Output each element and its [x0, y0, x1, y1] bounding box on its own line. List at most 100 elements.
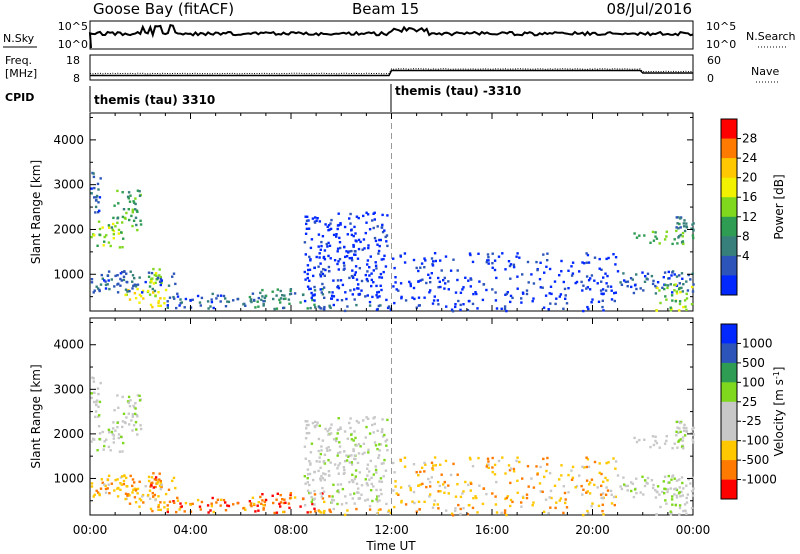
range-gate-cell — [149, 278, 153, 281]
x-tick-label: 00:00 — [73, 523, 108, 537]
range-gate-cell — [125, 211, 128, 215]
range-gate-cell — [372, 226, 375, 230]
range-gate-cell — [94, 205, 98, 209]
range-gate-cell — [683, 423, 686, 427]
range-gate-cell — [103, 440, 106, 443]
range-gate-cell — [212, 306, 215, 310]
range-gate-cell — [511, 296, 514, 300]
range-gate-cell — [495, 307, 499, 310]
range-gate-cell — [633, 284, 637, 287]
range-gate-cell — [324, 427, 327, 431]
range-gate-cell — [649, 241, 652, 244]
range-gate-cell — [412, 490, 416, 494]
range-gate-cell — [612, 253, 615, 256]
range-gate-cell — [116, 291, 120, 294]
range-gate-cell — [681, 494, 684, 497]
range-gate-cell — [447, 484, 450, 487]
range-gate-cell — [331, 495, 334, 498]
range-gate-cell — [93, 196, 96, 199]
range-gate-cell — [585, 491, 588, 494]
range-gate-cell — [581, 493, 584, 496]
range-gate-cell — [338, 462, 342, 465]
range-gate-cell — [113, 204, 116, 207]
range-gate-cell — [327, 270, 331, 273]
range-gate-cell — [630, 285, 633, 289]
range-gate-cell — [387, 305, 391, 308]
range-gate-cell — [623, 279, 626, 282]
range-gate-cell — [314, 216, 317, 219]
range-gate-cell — [605, 257, 608, 261]
range-gate-cell — [494, 299, 498, 302]
range-gate-cell — [354, 436, 357, 440]
range-gate-cell — [366, 417, 370, 420]
range-gate-cell — [614, 460, 618, 463]
range-gate-cell — [571, 261, 575, 264]
range-gate-cell — [626, 285, 629, 288]
range-gate-cell — [651, 282, 655, 286]
range-gate-cell — [507, 260, 511, 263]
range-gate-cell — [375, 498, 378, 501]
range-gate-cell — [134, 216, 138, 219]
range-gate-cell — [639, 287, 642, 290]
range-gate-cell — [447, 492, 450, 495]
range-gate-cell — [370, 284, 373, 288]
range-gate-cell — [545, 469, 548, 473]
range-gate-cell — [147, 289, 150, 293]
range-gate-cell — [677, 420, 680, 424]
range-gate-cell — [131, 211, 134, 214]
range-gate-cell — [670, 478, 673, 481]
range-gate-cell — [303, 475, 306, 478]
time-axis: 00:00 04:00 08:00 12:00 16:00 20:00 00:00 — [73, 523, 711, 537]
range-gate-cell — [281, 294, 284, 297]
range-gate-cell — [167, 284, 171, 287]
range-gate-cell — [124, 288, 128, 291]
range-gate-cell — [601, 292, 605, 296]
range-gate-cell — [127, 395, 131, 399]
range-gate-cell — [306, 481, 309, 484]
range-gate-cell — [585, 275, 589, 278]
range-gate-cell — [176, 496, 179, 500]
range-gate-cell — [445, 509, 448, 512]
range-gate-cell — [419, 266, 422, 269]
range-gate-cell — [150, 484, 153, 487]
range-gate-cell — [658, 446, 661, 449]
range-gate-cell — [366, 294, 369, 297]
range-gate-cell — [602, 309, 605, 312]
range-gate-cell — [457, 503, 460, 507]
range-gate-cell — [585, 456, 588, 459]
range-gate-cell — [549, 489, 553, 493]
range-gate-cell — [343, 430, 347, 433]
range-gate-cell — [384, 265, 388, 268]
range-gate-cell — [408, 484, 411, 488]
y-tick-label: 4000 — [53, 338, 84, 352]
range-gate-cell — [679, 421, 682, 425]
range-gate-cell — [689, 278, 692, 281]
range-gate-cell — [126, 494, 129, 497]
range-gate-cell — [283, 294, 286, 297]
range-gate-cell — [440, 473, 443, 476]
range-gate-cell — [549, 302, 552, 305]
range-gate-cell — [558, 478, 561, 481]
range-gate-cell — [563, 287, 567, 291]
range-gate-cell — [122, 479, 126, 483]
range-gate-cell — [322, 472, 325, 475]
range-gate-cell — [100, 273, 103, 277]
range-gate-cell — [175, 306, 178, 310]
range-gate-cell — [411, 296, 414, 299]
range-gate-cell — [381, 435, 385, 438]
range-gate-cell — [431, 264, 435, 267]
range-gate-cell — [350, 249, 353, 253]
range-gate-cell — [368, 508, 372, 511]
range-gate-cell — [279, 493, 282, 497]
range-gate-cell — [329, 222, 332, 225]
range-gate-cell — [587, 307, 590, 311]
range-gate-cell — [262, 504, 265, 507]
range-gate-cell — [98, 437, 101, 441]
range-gate-cell — [101, 430, 104, 434]
range-gate-cell — [125, 416, 128, 419]
range-gate-cell — [315, 460, 318, 463]
range-gate-cell — [125, 476, 128, 480]
range-gate-cell — [323, 274, 326, 277]
range-gate-cell — [656, 485, 660, 488]
range-gate-cell — [127, 412, 130, 415]
